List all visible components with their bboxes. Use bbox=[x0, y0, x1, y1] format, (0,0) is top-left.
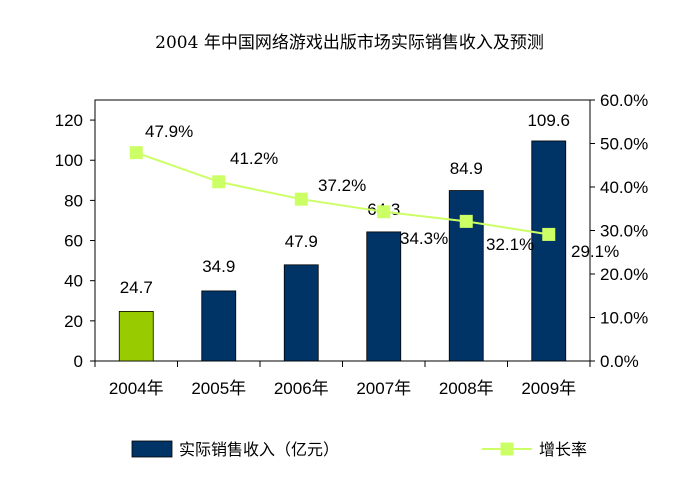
growth-rate-marker bbox=[459, 214, 473, 228]
bar-2005年 bbox=[201, 290, 237, 362]
x-axis-tick-label: 2006年 bbox=[274, 379, 329, 398]
bar-value-label: 84.9 bbox=[450, 159, 483, 178]
bar-2007年 bbox=[366, 231, 402, 362]
growth-rate-marker bbox=[542, 227, 556, 241]
left-axis-tick-label: 40 bbox=[64, 272, 83, 291]
left-axis-tick-label: 100 bbox=[55, 151, 83, 170]
x-axis-tick-label: 2005年 bbox=[191, 379, 246, 398]
x-axis-tick-label: 2009年 bbox=[521, 379, 576, 398]
bar-value-label: 47.9 bbox=[285, 232, 318, 251]
right-axis-tick-label: 40.0% bbox=[600, 178, 648, 197]
growth-rate-line bbox=[135, 151, 549, 236]
right-axis-tick-label: 0.0% bbox=[600, 352, 639, 371]
growth-rate-label: 32.1% bbox=[486, 235, 534, 254]
growth-rate-label: 37.2% bbox=[318, 176, 366, 195]
right-axis-tick-label: 60.0% bbox=[600, 91, 648, 110]
bar-2004年 bbox=[118, 311, 154, 362]
x-axis-tick-label: 2007年 bbox=[356, 379, 411, 398]
legend-line-label: 增长率 bbox=[539, 440, 587, 459]
legend-bar-swatch bbox=[131, 440, 173, 458]
bar-value-label: 109.6 bbox=[527, 111, 570, 130]
right-axis-tick-label: 30.0% bbox=[600, 222, 648, 241]
growth-rate-label: 47.9% bbox=[145, 122, 193, 141]
chart-title: 2004 年中国网络游戏出版市场实际销售收入及预测 bbox=[155, 33, 544, 53]
left-axis-tick-label: 0 bbox=[74, 352, 83, 371]
left-axis-tick-label: 20 bbox=[64, 312, 83, 331]
right-axis-tick-label: 20.0% bbox=[600, 265, 648, 284]
right-axis-tick-label: 10.0% bbox=[600, 309, 648, 328]
left-axis-tick-label: 120 bbox=[55, 111, 83, 130]
bar-2009年 bbox=[531, 140, 567, 362]
growth-rate-marker bbox=[212, 175, 226, 189]
legend-bar-label: 实际销售收入（亿元） bbox=[179, 440, 339, 459]
growth-rate-label: 29.1% bbox=[571, 242, 619, 261]
left-axis-tick-label: 60 bbox=[64, 232, 83, 251]
legend-line-marker bbox=[500, 442, 514, 456]
growth-rate-label: 41.2% bbox=[230, 149, 278, 168]
bar-2006年 bbox=[283, 264, 319, 362]
x-axis-tick-label: 2004年 bbox=[109, 379, 164, 398]
growth-rate-label: 34.3% bbox=[400, 229, 448, 248]
bar-value-label: 24.7 bbox=[120, 278, 153, 297]
growth-rate-marker bbox=[129, 146, 143, 160]
left-axis-tick-label: 80 bbox=[64, 191, 83, 210]
bar-value-label: 34.9 bbox=[202, 257, 235, 276]
growth-rate-marker bbox=[294, 192, 308, 206]
right-axis-tick-label: 50.0% bbox=[600, 135, 648, 154]
growth-rate-marker bbox=[377, 205, 391, 219]
x-axis-tick-label: 2008年 bbox=[439, 379, 494, 398]
